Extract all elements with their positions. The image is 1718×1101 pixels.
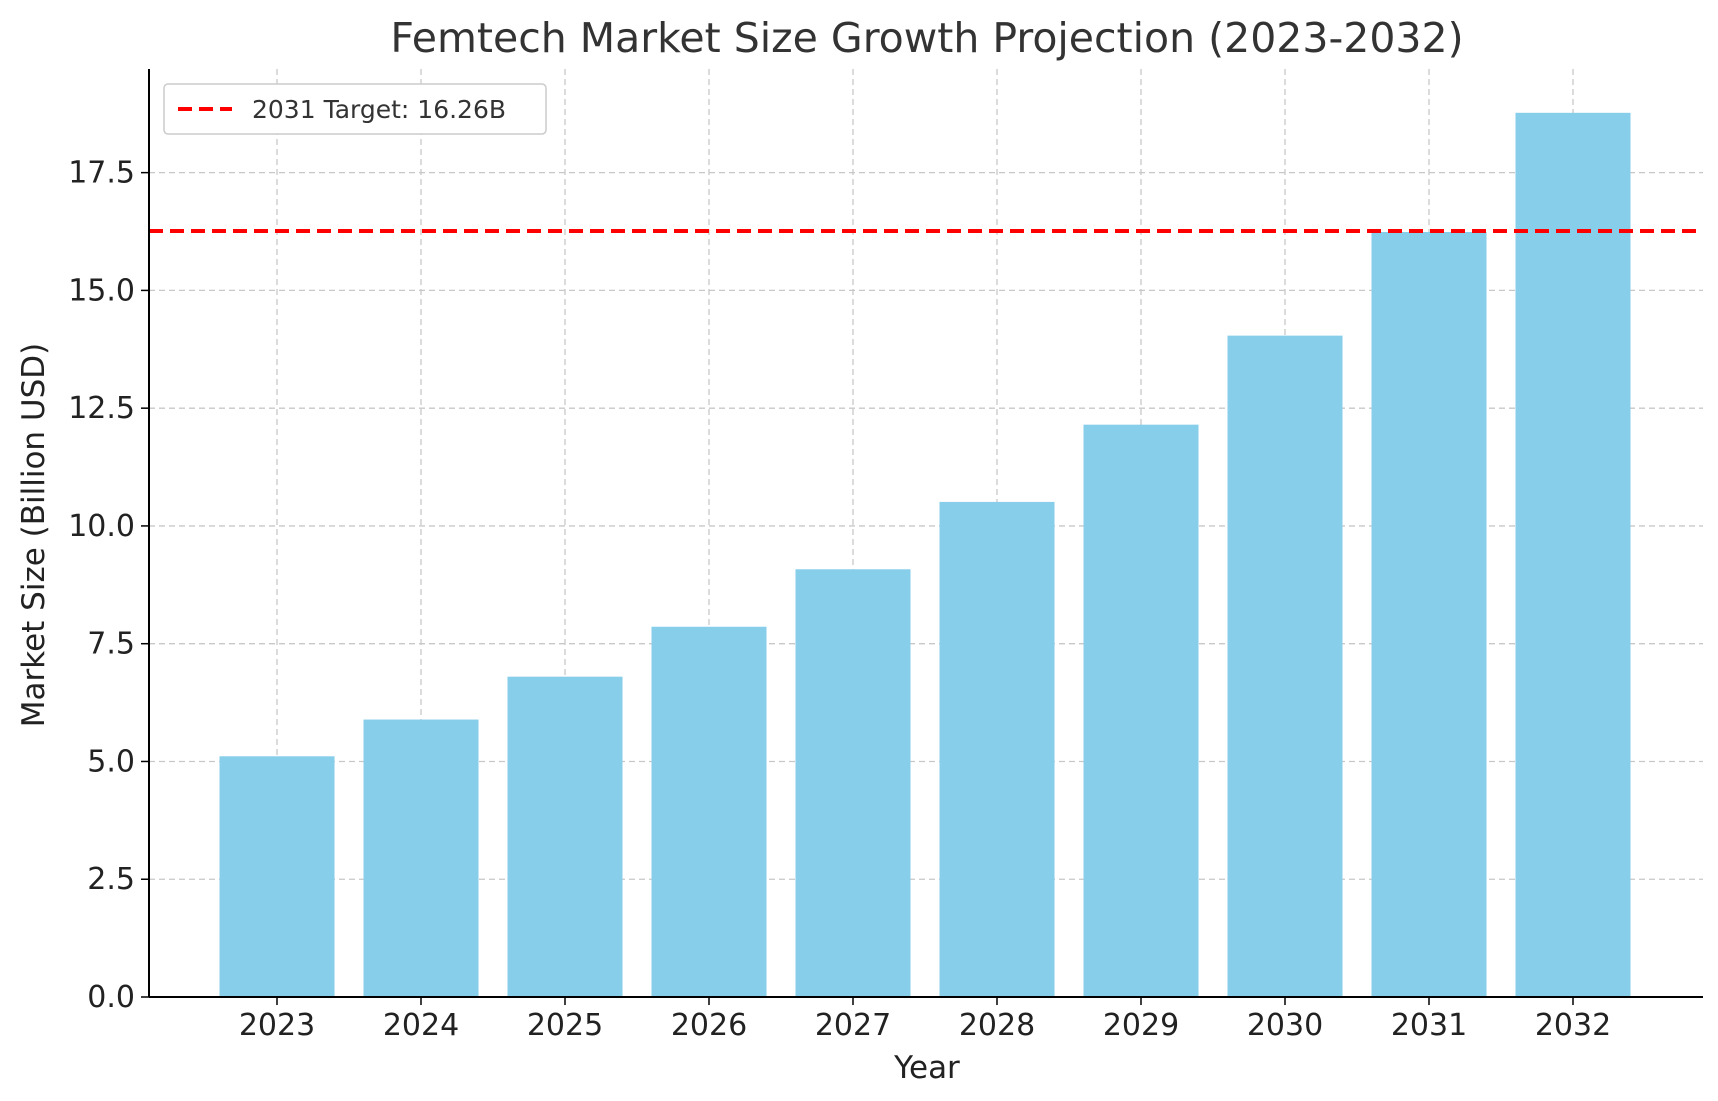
bar-2028 xyxy=(939,501,1055,997)
y-tick-label: 2.5 xyxy=(87,862,135,897)
bar-2029 xyxy=(1083,424,1199,998)
x-tick-label: 2025 xyxy=(527,1008,603,1043)
bar-2027 xyxy=(795,569,911,997)
bar-2032 xyxy=(1515,112,1631,997)
chart-title: Femtech Market Size Growth Projection (2… xyxy=(390,14,1463,62)
x-tick-label: 2030 xyxy=(1247,1008,1323,1043)
bar-2023 xyxy=(219,756,335,997)
bar-2025 xyxy=(507,676,623,997)
x-tick-label: 2027 xyxy=(815,1008,891,1043)
y-tick-label: 7.5 xyxy=(87,627,135,662)
x-tick-label: 2032 xyxy=(1535,1008,1611,1043)
x-ticks: 2023 2024 2025 2026 2027 2028 2029 2030 2031 2032 xyxy=(239,997,1611,1043)
bar-2030 xyxy=(1227,335,1343,997)
bar-2031 xyxy=(1371,231,1487,997)
legend-label: 2031 Target: 16.26B xyxy=(252,95,506,124)
bars xyxy=(219,112,1631,998)
y-tick-label: 15.0 xyxy=(68,273,135,308)
y-tick-label: 5.0 xyxy=(87,744,135,779)
bar-2026 xyxy=(651,626,767,997)
x-tick-label: 2026 xyxy=(671,1008,747,1043)
x-tick-label: 2031 xyxy=(1391,1008,1467,1043)
y-tick-label: 17.5 xyxy=(68,156,135,191)
axes xyxy=(148,69,1703,998)
y-tick-label: 0.0 xyxy=(87,980,135,1015)
x-tick-label: 2029 xyxy=(1103,1008,1179,1043)
x-axis-label: Year xyxy=(893,1050,960,1086)
y-tick-label: 10.0 xyxy=(68,509,135,544)
y-tick-label: 12.5 xyxy=(68,391,135,426)
x-tick-label: 2028 xyxy=(959,1008,1035,1043)
x-tick-label: 2023 xyxy=(239,1008,315,1043)
y-axis-label: Market Size (Billion USD) xyxy=(16,343,52,728)
bar-2024 xyxy=(363,719,479,997)
x-tick-label: 2024 xyxy=(383,1008,459,1043)
y-ticks: 0.0 2.5 5.0 7.5 10.0 12.5 15.0 17.5 xyxy=(68,156,149,1015)
legend-box xyxy=(163,83,547,135)
legend: 2031 Target: 16.26B xyxy=(163,83,547,135)
